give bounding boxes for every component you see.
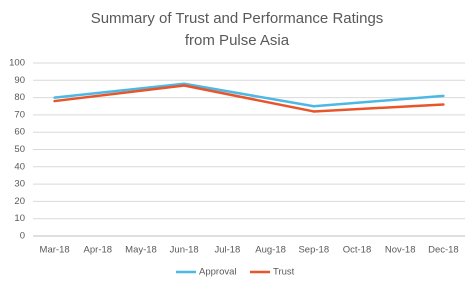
x-tick-label: Apr-18	[84, 245, 113, 256]
x-tick-label: Nov-18	[385, 245, 416, 256]
y-tick-label: 100	[9, 58, 25, 69]
y-tick-label: 30	[14, 179, 25, 190]
y-tick-label: 80	[14, 92, 25, 103]
line-segment	[182, 82, 316, 108]
x-tick-label: Aug-18	[255, 245, 286, 256]
line-segment	[182, 84, 316, 113]
y-tick-label: 50	[14, 144, 25, 155]
chart-title: Summary of Trust and Performance Ratings…	[90, 10, 384, 49]
y-tick-label: 0	[20, 231, 25, 242]
y-tick-label: 60	[14, 127, 25, 138]
y-tick-label: 20	[14, 196, 25, 207]
x-tick-label: Dec-18	[428, 245, 459, 256]
legend-label: Approval	[199, 267, 237, 278]
line-segment	[53, 82, 186, 99]
x-tick-label: Jul-18	[214, 245, 240, 256]
y-tick-label: 10	[14, 213, 25, 224]
line-segment	[312, 103, 445, 113]
y-tick-label: 70	[14, 109, 25, 120]
line-segment	[312, 94, 445, 108]
x-tick-label: Oct-18	[343, 245, 372, 256]
y-tick-label: 40	[14, 161, 25, 172]
x-tick-label: Jun-18	[170, 245, 199, 256]
x-tick-label: Sep-18	[298, 245, 329, 256]
line-segment	[53, 84, 186, 103]
y-tick-label: 90	[14, 75, 25, 86]
x-tick-label: Mar-18	[40, 245, 70, 256]
x-tick-label: May-18	[125, 245, 157, 256]
legend-label: Trust	[273, 267, 295, 278]
